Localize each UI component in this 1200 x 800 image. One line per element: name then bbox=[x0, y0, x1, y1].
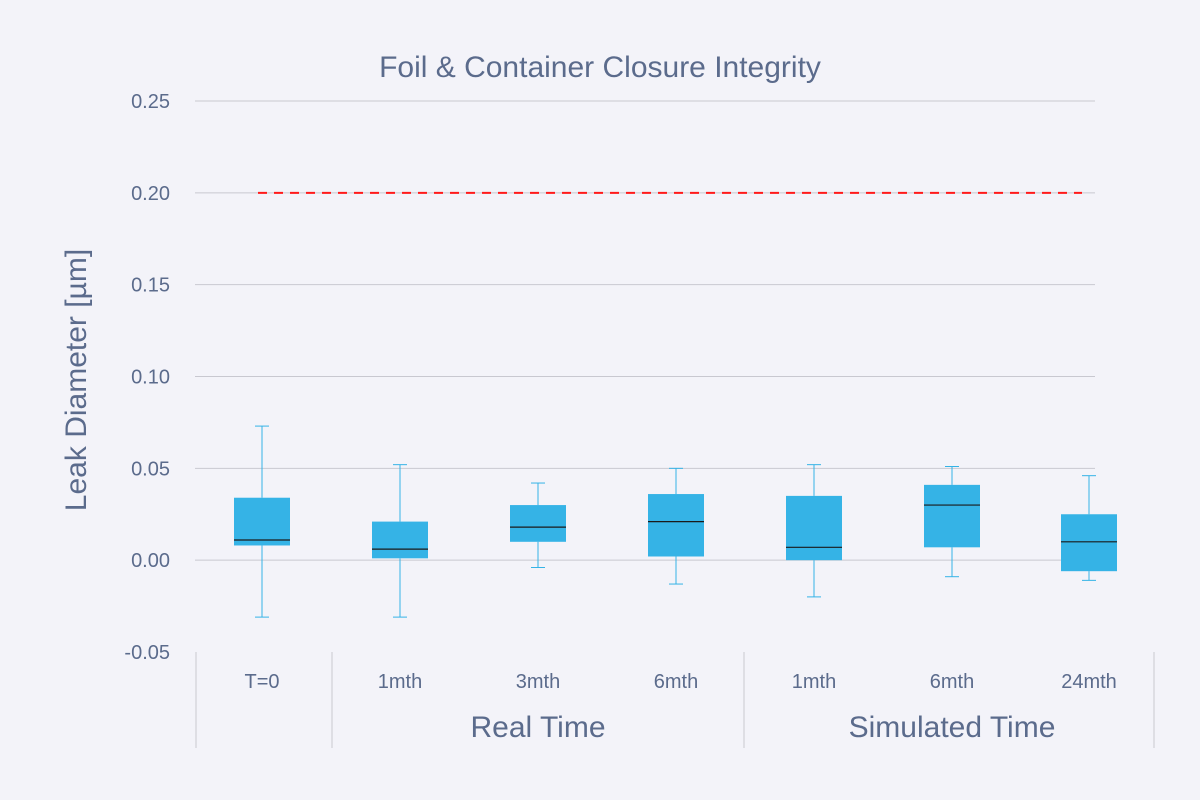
box-iqr bbox=[924, 484, 980, 548]
x-axis: T=0 1mth 3mth 6mth 1mth 6mth 24mth Real Time Sim… bbox=[195, 652, 1155, 748]
box-1 bbox=[234, 425, 290, 618]
x-tick-label: T=0 bbox=[244, 671, 279, 693]
y-axis-label: Leak Diameter [µm] bbox=[60, 249, 93, 511]
y-tick-label: 0.05 bbox=[131, 458, 170, 480]
y-tick-label: 0.25 bbox=[131, 91, 170, 113]
box-iqr bbox=[510, 505, 566, 542]
y-tick-label: 0.10 bbox=[131, 367, 170, 389]
x-tick-label: 1mth bbox=[378, 671, 422, 693]
box-iqr bbox=[1061, 514, 1117, 572]
box-5 bbox=[786, 464, 842, 598]
box-4 bbox=[648, 467, 704, 585]
box-6 bbox=[924, 465, 980, 578]
chart-title: Foil & Container Closure Integrity bbox=[379, 51, 821, 84]
box-iqr bbox=[234, 497, 290, 546]
box-iqr bbox=[786, 495, 842, 561]
box-iqr bbox=[372, 521, 428, 559]
box-3 bbox=[510, 482, 566, 569]
boxes bbox=[234, 425, 1117, 618]
y-axis-ticks: 0.25 0.20 0.15 0.10 0.05 0.00 -0.05 bbox=[124, 91, 170, 664]
y-tick-label: 0.00 bbox=[131, 550, 170, 572]
x-tick-label: 1mth bbox=[792, 671, 836, 693]
x-tick-label: 6mth bbox=[930, 671, 974, 693]
group-label: Real Time bbox=[470, 711, 605, 744]
group-label: Simulated Time bbox=[849, 711, 1056, 744]
x-tick-label: 6mth bbox=[654, 671, 698, 693]
box-iqr bbox=[648, 494, 704, 557]
x-tick-label: 24mth bbox=[1061, 671, 1117, 693]
box-7 bbox=[1061, 475, 1117, 581]
box-2 bbox=[372, 464, 428, 618]
x-tick-label: 3mth bbox=[516, 671, 560, 693]
y-tick-label: 0.20 bbox=[131, 183, 170, 205]
y-tick-label: 0.15 bbox=[131, 275, 170, 297]
y-tick-label: -0.05 bbox=[124, 642, 170, 664]
